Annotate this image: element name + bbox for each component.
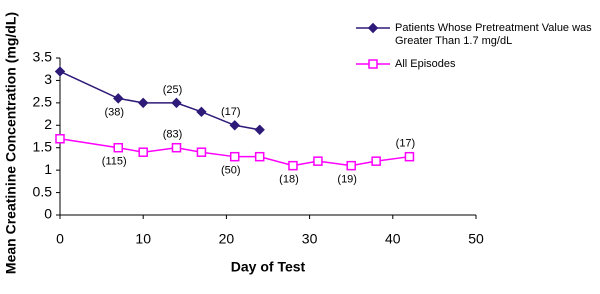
- point: [137, 97, 149, 109]
- y-tick-label: 1.5: [33, 138, 53, 154]
- point: [313, 156, 323, 166]
- y-tick-label: 1: [44, 161, 52, 177]
- point-label: (17): [396, 138, 416, 150]
- point: [196, 147, 207, 157]
- y-tick-label: 0.5: [33, 183, 53, 199]
- point: [229, 151, 240, 162]
- point-label: (25): [163, 84, 183, 96]
- legend-label: All Episodes: [395, 58, 456, 70]
- x-tick-label: 20: [219, 231, 235, 247]
- x-tick-label: 40: [385, 231, 401, 247]
- x-tick-label: 10: [135, 231, 151, 247]
- point-label: (17): [221, 106, 241, 118]
- y-tick-label: 3: [44, 71, 52, 87]
- point: [113, 93, 124, 104]
- y-tick-label: 2.5: [33, 94, 53, 110]
- legend-swatch: [356, 22, 390, 34]
- legend-entry: All Episodes: [355, 58, 595, 71]
- point: [54, 66, 66, 77]
- point-label: (18): [279, 174, 299, 186]
- point-label: (50): [221, 165, 241, 177]
- point: [371, 156, 381, 166]
- point: [346, 160, 356, 171]
- point: [254, 151, 265, 162]
- x-axis-title: Day of Test: [231, 259, 306, 275]
- point-label: (83): [163, 129, 183, 141]
- point: [171, 142, 182, 153]
- legend-swatch: [356, 59, 390, 69]
- point: [55, 133, 65, 144]
- x-tick-label: 50: [468, 231, 484, 247]
- y-tick-label: 2: [44, 116, 52, 132]
- x-tick-label: 30: [302, 231, 318, 247]
- point: [196, 106, 207, 118]
- point: [367, 22, 379, 34]
- y-axis-title: Mean Creatinine Concentration (mg/dL): [3, 12, 19, 274]
- series-line: [59, 70, 260, 131]
- x-tick-label: 0: [56, 231, 64, 247]
- point-label: (38): [104, 106, 124, 118]
- legend: Patients Whose Pretreatment Value was Gr…: [355, 22, 595, 81]
- legend-entry: Patients Whose Pretreatment Value was Gr…: [355, 22, 595, 48]
- y-tick-label: 0: [44, 206, 52, 222]
- point: [254, 124, 265, 135]
- point-label: (115): [102, 156, 127, 168]
- point-label: (19): [337, 174, 357, 186]
- y-tick-label: 3.5: [33, 49, 53, 65]
- point: [288, 160, 298, 171]
- point: [138, 147, 148, 157]
- point: [113, 142, 123, 153]
- point: [229, 120, 240, 131]
- point: [171, 97, 182, 109]
- point: [368, 59, 378, 69]
- legend-label: Patients Whose Pretreatment Value was Gr…: [395, 22, 592, 47]
- point: [404, 151, 415, 162]
